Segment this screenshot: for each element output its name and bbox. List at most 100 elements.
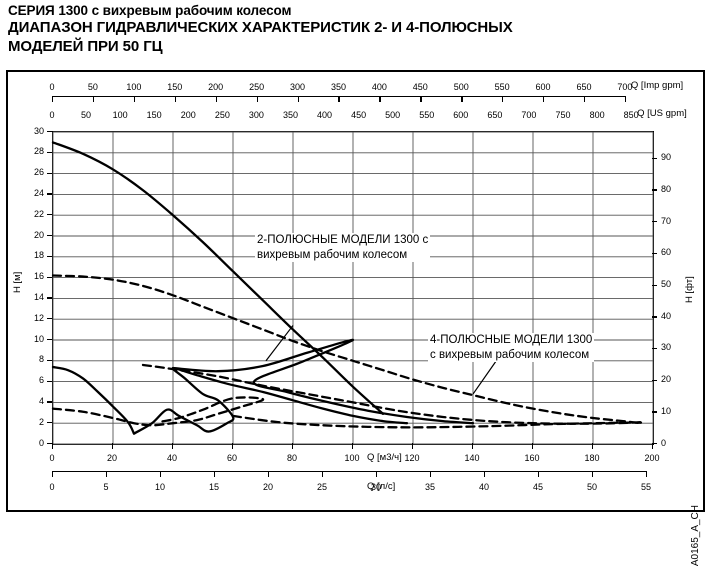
axis-left-tickmark-22 [47, 214, 52, 216]
axis-left-tick-8: 8 [38, 354, 44, 365]
axis-left-tick-20: 20 [33, 229, 44, 240]
bottom-axis-2-line [52, 471, 646, 473]
axis-left-tick-10: 10 [33, 333, 44, 344]
axis-left-tick-12: 12 [33, 312, 44, 323]
axis-top-us-gpm-label: Q [US gpm] [637, 108, 687, 119]
bottom-axis-1-tickmark-160 [532, 443, 534, 449]
top-axis-1-tick-150: 150 [167, 82, 183, 92]
top-axis-1-tickmark-600 [543, 96, 545, 102]
top-axis-1-tickmark-0 [52, 96, 54, 102]
bottom-axis-1-tickmark-20 [112, 443, 114, 449]
title-main-line1: ДИАПАЗОН ГИДРАВЛИЧЕСКИХ ХАРАКТЕРИСТИК 2-… [8, 19, 513, 36]
top-axis-1-tickmark-100 [133, 96, 136, 102]
top-axis-2-tick-150: 150 [146, 110, 162, 120]
top-axis-1-tick-600: 600 [535, 82, 551, 92]
chart-frame [6, 70, 705, 512]
axis-right-tickmark-40 [652, 316, 657, 318]
title-block: СЕРИЯ 1300 с вихревым рабочим колесом ДИ… [8, 2, 708, 56]
axis-left-tick-24: 24 [33, 187, 44, 198]
axis-left-tickmark-0 [47, 443, 52, 445]
bottom-axis-1-tickmark-0 [52, 443, 54, 449]
top-axis-2-tick-600: 600 [453, 110, 469, 120]
top-axis-2-tick-800: 800 [589, 110, 605, 120]
top-axis-2-tick-200: 200 [180, 110, 196, 120]
bottom-axis-1-tickmark-120 [412, 443, 414, 449]
title-main-line2: МОДЕЛЕЙ ПРИ 50 ГЦ [8, 37, 163, 55]
top-axis-1-tickmark-700 [624, 96, 627, 102]
bottom-axis-1-tickmark-140 [472, 443, 474, 449]
top-axis-1-tick-550: 550 [494, 82, 510, 92]
top-axis-1-tickmark-250 [256, 96, 258, 102]
annotation-two-pole: 2-ПОЛЮСНЫЕ МОДЕЛИ 1300 с вихревым рабочи… [255, 233, 431, 262]
top-axis-1-tick-250: 250 [249, 82, 265, 92]
axis-right-tick-80: 80 [661, 183, 672, 194]
axis-right-tick-50: 50 [661, 279, 672, 289]
axis-left-tickmark-24 [47, 193, 52, 195]
top-axis-1-tick-500: 500 [453, 82, 469, 92]
top-axis-1-tickmark-550 [502, 96, 504, 102]
top-axis-1-tick-400: 400 [371, 82, 387, 92]
axis-right-tick-40: 40 [661, 310, 672, 321]
axis-right-tick-70: 70 [661, 215, 672, 226]
annotation-four-pole-line1: 4-ПОЛЮСНЫЕ МОДЕЛИ 1300 [430, 334, 593, 346]
bottom-axis-1-tick-80: 80 [286, 453, 297, 463]
axis-right-tick-20: 20 [661, 374, 672, 385]
axis-left-tick-16: 16 [33, 271, 44, 282]
bottom-axis-2-tickmark-25 [322, 471, 324, 477]
axis-right-tickmark-70 [652, 221, 657, 223]
top-axis-2-tick-700: 700 [521, 110, 537, 120]
top-axis-1-tickmark-300 [297, 96, 299, 102]
axis-left-tick-28: 28 [33, 146, 44, 157]
axis-left-tickmark-12 [47, 318, 52, 320]
top-axis-1-tickmark-350 [338, 96, 340, 102]
bottom-axis-1-tick-100: 100 [344, 453, 360, 463]
top-axis-2-tick-300: 300 [248, 110, 264, 120]
curve-1 [51, 274, 643, 425]
curve-7 [231, 414, 643, 429]
bottom-axis-2-tick-10: 10 [154, 482, 165, 492]
bottom-axis-2-tickmark-30 [376, 471, 378, 477]
axis-top-imp-gpm-label: Q [Imp gpm] [630, 80, 684, 91]
leader-line-0 [265, 325, 294, 362]
axis-left-tick-4: 4 [38, 395, 44, 406]
annotation-two-pole-line2: вихревым рабочим колесом [257, 248, 408, 261]
axis-left-tickmark-16 [47, 276, 52, 278]
top-axis-2-tick-250: 250 [214, 110, 230, 120]
curve-4 [171, 338, 475, 425]
annotation-four-pole: 4-ПОЛЮСНЫЕ МОДЕЛИ 1300 с вихревым рабочи… [428, 333, 595, 362]
axis-left-tickmark-10 [47, 339, 52, 341]
top-axis-2-tick-450: 450 [351, 110, 367, 120]
axis-right-tickmark-20 [652, 379, 657, 381]
axis-right-tickmark-60 [652, 252, 657, 255]
axis-left-tickmark-14 [47, 297, 52, 299]
axis-right-tickmark-50 [652, 284, 657, 286]
curves-svg [51, 131, 654, 445]
bottom-axis-2-tick-40: 40 [478, 482, 489, 492]
bottom-axis-2-tickmark-15 [214, 471, 216, 477]
document-code: A0165_A_CH [690, 505, 701, 566]
axis-left-tick-14: 14 [33, 291, 44, 302]
bottom-axis-1-tick-180: 180 [584, 453, 600, 463]
curve-0 [51, 141, 385, 415]
top-axis-1-tick-700: 700 [617, 82, 633, 92]
bottom-axis-1-tick-60: 60 [226, 453, 237, 463]
top-axis-1-tickmark-400 [379, 96, 381, 102]
top-axis-1-tick-650: 650 [576, 82, 592, 92]
axis-left-tick-22: 22 [33, 208, 44, 219]
bottom-axis-2-tick-45: 45 [532, 482, 543, 492]
bottom-axis-2-tick-35: 35 [424, 482, 435, 492]
top-axis-1-tick-300: 300 [290, 82, 306, 92]
top-axis-1-tick-50: 50 [87, 82, 98, 92]
bottom-axis-2-tickmark-40 [484, 471, 486, 477]
axis-left-tickmark-18 [47, 255, 52, 258]
axis-left-tickmark-26 [47, 172, 52, 174]
bottom-axis-2-tick-20: 20 [262, 482, 273, 492]
bottom-axis-2-tick-30: 30 [370, 482, 381, 492]
axis-bottom-m3h-label: Q [м3/ч] [367, 452, 402, 463]
bottom-axis-2-tickmark-20 [268, 471, 270, 477]
axis-left-tick-6: 6 [38, 375, 44, 386]
axis-right-tickmark-10 [652, 411, 657, 413]
bottom-axis-1-tickmark-100 [352, 443, 354, 449]
bottom-axis-2-tick-25: 25 [316, 482, 327, 492]
top-axis-2-tick-550: 550 [419, 110, 435, 120]
